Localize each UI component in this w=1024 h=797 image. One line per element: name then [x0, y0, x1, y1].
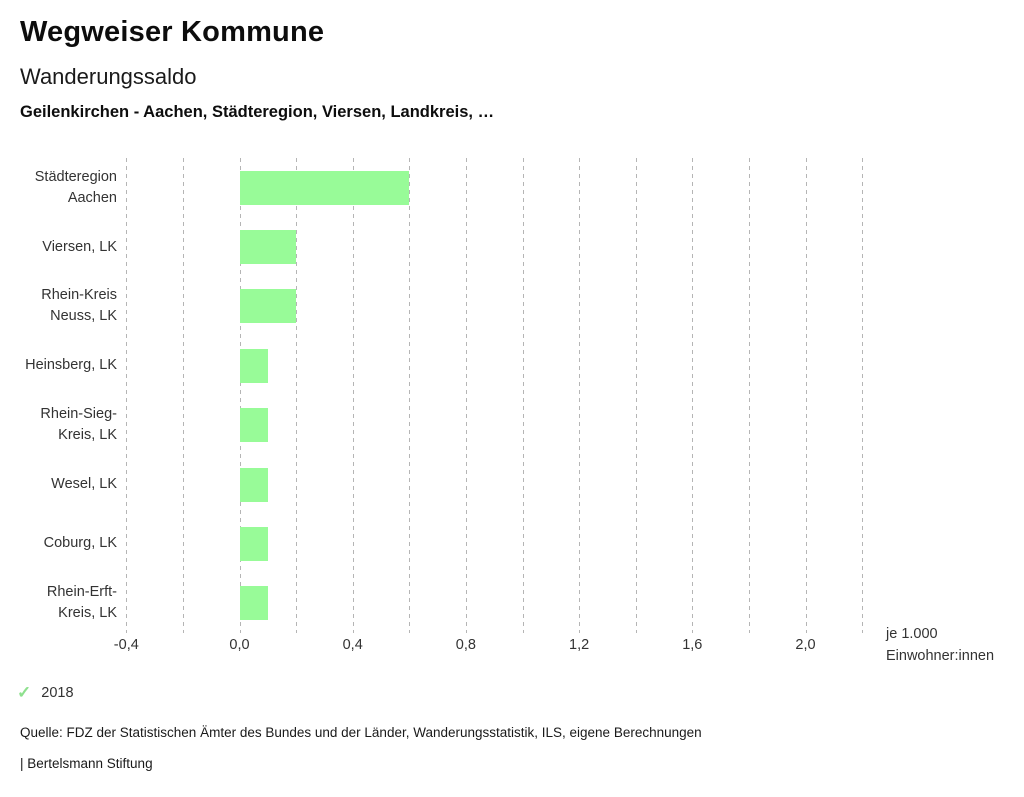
x-gridline [692, 158, 694, 633]
x-tick-label: 2,0 [795, 637, 816, 653]
app-title: Wegweiser Kommune [20, 16, 325, 48]
bar[interactable] [239, 348, 268, 383]
category-label: Heinsberg, LK [25, 357, 117, 374]
x-gridline [126, 158, 128, 633]
x-gridline [296, 158, 298, 633]
x-gridline [465, 158, 467, 633]
x-gridline [182, 158, 184, 633]
category-label: Rhein-Sieg- Kreis, LK [40, 406, 117, 444]
category-label: Städteregion Aachen [34, 168, 117, 206]
x-gridline [862, 158, 864, 633]
category-label: Viersen, LK [42, 238, 117, 255]
x-tick-label: 0,0 [229, 637, 250, 653]
x-gridline [522, 158, 524, 633]
x-gridline [579, 158, 581, 633]
x-gridline [409, 158, 411, 633]
x-tick-label: -0,4 [113, 637, 139, 653]
category-label: Rhein-Erft- Kreis, LK [46, 584, 117, 622]
x-axis-unit-label: je 1.000 Einwohner:innen [886, 624, 994, 667]
x-gridline [635, 158, 637, 633]
chart-legend: ✓ 2018 [17, 684, 74, 701]
x-gridline [239, 158, 241, 633]
x-gridline [352, 158, 354, 633]
check-icon[interactable]: ✓ [17, 683, 32, 702]
x-tick-label: 0,4 [342, 637, 363, 653]
bar[interactable] [239, 289, 297, 324]
x-tick-label: 1,2 [569, 637, 590, 653]
x-axis-unit-line-1: je 1.000 [886, 626, 938, 642]
x-tick-label: 1,6 [682, 637, 703, 653]
attribution-text: | Bertelsmann Stiftung [20, 756, 153, 771]
category-label: Rhein-Kreis Neuss, LK [41, 287, 117, 325]
x-tick-label: 0,8 [455, 637, 476, 653]
bar[interactable] [239, 526, 268, 561]
bar[interactable] [239, 408, 268, 443]
bar[interactable] [239, 230, 297, 265]
bar[interactable] [239, 586, 268, 621]
chart-subtitle: Geilenkirchen - Aachen, Städteregion, Vi… [20, 103, 495, 121]
bar[interactable] [239, 467, 268, 502]
x-axis-unit-line-2: Einwohner:innen [886, 647, 995, 664]
x-gridline [805, 158, 807, 633]
source-text: Quelle: FDZ der Statistischen Ämter des … [20, 725, 702, 740]
bar[interactable] [239, 170, 410, 205]
category-label: Coburg, LK [43, 535, 117, 552]
x-gridline [748, 158, 750, 633]
chart-title: Wanderungssaldo [20, 64, 197, 89]
legend-item-2018[interactable]: 2018 [41, 684, 74, 701]
category-label: Wesel, LK [51, 476, 117, 493]
